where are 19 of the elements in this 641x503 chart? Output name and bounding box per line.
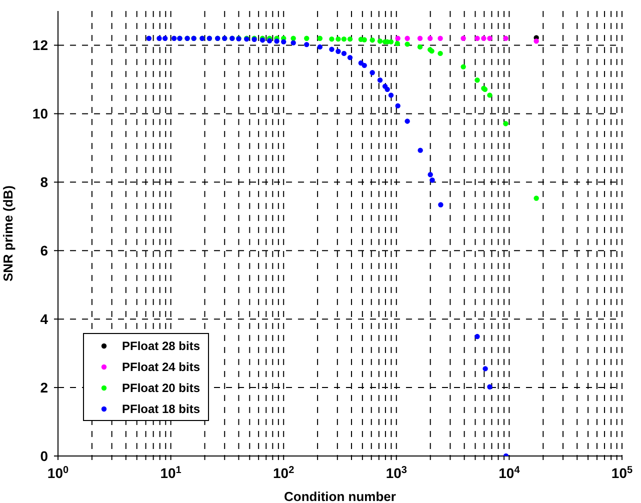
legend-label: PFloat 18 bits (122, 402, 200, 416)
legend-label: PFloat 28 bits (122, 338, 200, 352)
y-axis-title: SNR prime (dB) (0, 185, 16, 282)
y-tick-label: 8 (40, 174, 48, 190)
x-tick-label: 10$^{5}$ (611, 464, 634, 481)
y-tick-label: 6 (40, 242, 48, 259)
legend-label: PFloat 24 bits (122, 360, 200, 374)
x-tick-label: 10$^{3}$ (386, 464, 408, 481)
y-tick-label: 12 (32, 37, 48, 54)
y-tick-label: 0 (40, 448, 48, 464)
x-tick-label: 10$^{1}$ (160, 464, 182, 481)
x-tick-label: 10$^{2}$ (273, 464, 295, 481)
y-tick-label: 4 (40, 311, 48, 328)
y-tick-label: 2 (40, 380, 48, 396)
x-tick-label: 10$^{4}$ (498, 464, 520, 481)
y-tick-label: 10 (32, 106, 48, 122)
legend-label: PFloat 20 bits (122, 380, 200, 394)
x-tick-label: 10$^{0}$ (47, 464, 70, 481)
x-axis-title: Condition number (284, 489, 396, 503)
